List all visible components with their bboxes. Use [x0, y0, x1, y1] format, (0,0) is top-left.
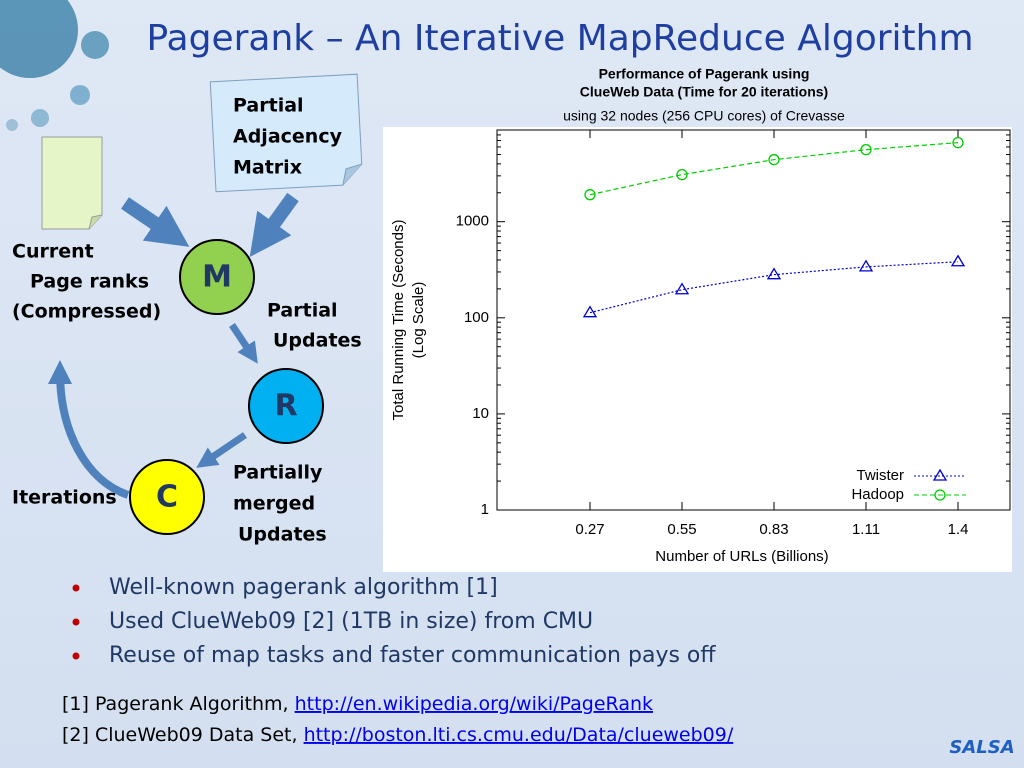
point [934, 489, 946, 501]
series-line [589, 261, 959, 314]
point [766, 267, 782, 280]
y-tick-label: 1 [481, 501, 489, 518]
slide-title: Pagerank – An Iterative MapReduce Algori… [146, 18, 973, 59]
series-line [589, 142, 959, 196]
point [950, 254, 966, 267]
diagram: M R C Iterations [12, 73, 363, 535]
chart-title: ClueWeb Data (Time for 20 iterations) [580, 84, 828, 100]
x-tick-label: 1.11 [852, 521, 880, 538]
note-text: Partial [233, 95, 304, 117]
x-tick-label: 0.27 [575, 521, 604, 538]
y-tick-label: 100 [464, 309, 489, 326]
chart-area [383, 127, 1012, 572]
combine-node [129, 459, 205, 535]
x-axis-label: Number of URLs (Billions) [655, 548, 828, 565]
slide-text: Partial Adjacency Matrix Current Page ranks (… [12, 95, 734, 746]
note-text: Adjacency [233, 126, 343, 148]
reference: [1] Pagerank Algorithm, http://en.wikipe… [62, 693, 653, 715]
reference-text: [1] Pagerank Algorithm, [62, 693, 295, 715]
bullet-dot [72, 584, 80, 592]
globe-decoration [0, 0, 109, 131]
legend-label: Hadoop [851, 486, 904, 503]
chart-subtitle: using 32 nodes (256 CPU cores) of Crevas… [563, 108, 845, 124]
map-node [179, 239, 255, 315]
y-tick-label: 10 [472, 405, 489, 422]
x-tick-label: 0.83 [759, 521, 788, 538]
merged-updates-label: merged [233, 493, 315, 515]
point [674, 282, 690, 295]
legend-label: Twister [856, 467, 904, 484]
page-icon [41, 136, 103, 230]
bullet-text: Used ClueWeb09 [2] (1TB in size) from CM… [109, 609, 593, 634]
chart-title: Performance of Pagerank using [599, 66, 810, 82]
arrow [121, 197, 190, 247]
merged-updates-label: Partially [233, 462, 323, 484]
page-ranks-label: (Compressed) [12, 301, 161, 323]
bullet-dot [72, 618, 80, 626]
note-text: Matrix [233, 157, 302, 179]
reference-text: [2] ClueWeb09 Data Set, [62, 724, 304, 746]
point [952, 136, 964, 149]
loop-arrow [48, 360, 130, 499]
bullet-text: Well-known pagerank algorithm [1] [109, 575, 498, 600]
x-tick-label: 0.55 [667, 521, 696, 538]
point [860, 144, 872, 156]
arrow [196, 432, 247, 468]
y-axis-label: (Log Scale) [410, 282, 427, 359]
partial-updates-label: Partial [267, 300, 338, 322]
point [858, 259, 874, 272]
arrow [229, 323, 258, 364]
node-label: M [202, 260, 232, 295]
page-ranks-label: Page ranks [30, 271, 149, 293]
arrow [249, 192, 299, 258]
iterations-label: Iterations [12, 487, 117, 509]
y-tick-label: 1000 [456, 213, 489, 230]
point [584, 189, 596, 201]
reduce-node [248, 368, 324, 444]
y-axis-label: Total Running Time (Seconds) [390, 220, 407, 421]
reference-link[interactable]: http://boston.lti.cs.cmu.edu/Data/cluewe… [304, 724, 734, 746]
logo: SALSA [949, 737, 1014, 758]
node-label: C [156, 480, 178, 515]
point [676, 168, 688, 181]
reference-link[interactable]: http://en.wikipedia.org/wiki/PageRank [295, 693, 653, 715]
partial-updates-label: Updates [273, 330, 362, 352]
point [932, 468, 948, 481]
bullet-text: Reuse of map tasks and faster communicat… [109, 643, 716, 668]
page-ranks-label: Current [12, 241, 94, 263]
x-tick-label: 1.4 [948, 521, 969, 538]
point [582, 305, 598, 318]
note [209, 73, 363, 193]
page-fold [88, 214, 103, 230]
point [768, 154, 780, 166]
chart: Performance of Pagerank using ClueWeb Dat… [390, 66, 1011, 565]
reference: [2] ClueWeb09 Data Set, http://boston.lt… [62, 724, 734, 746]
node-label: R [274, 389, 297, 424]
bullet-dot [72, 652, 80, 660]
plot-frame [496, 129, 1011, 511]
merged-updates-label: Updates [238, 524, 327, 546]
